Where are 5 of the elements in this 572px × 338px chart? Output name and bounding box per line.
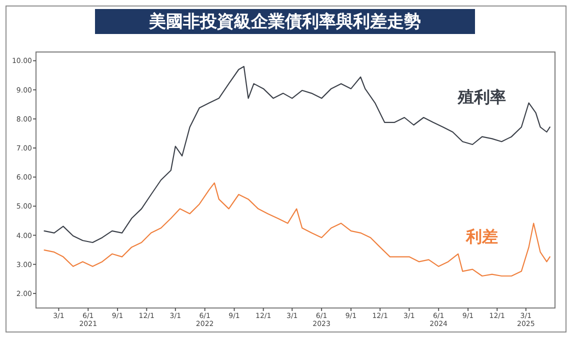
series-label: 殖利率 [457,88,506,107]
line-series [44,182,550,277]
line-series [44,66,550,244]
series-label: 利差 [465,227,498,246]
chart-title: 美國非投資級企業債利率與利差走勢 [148,12,421,32]
